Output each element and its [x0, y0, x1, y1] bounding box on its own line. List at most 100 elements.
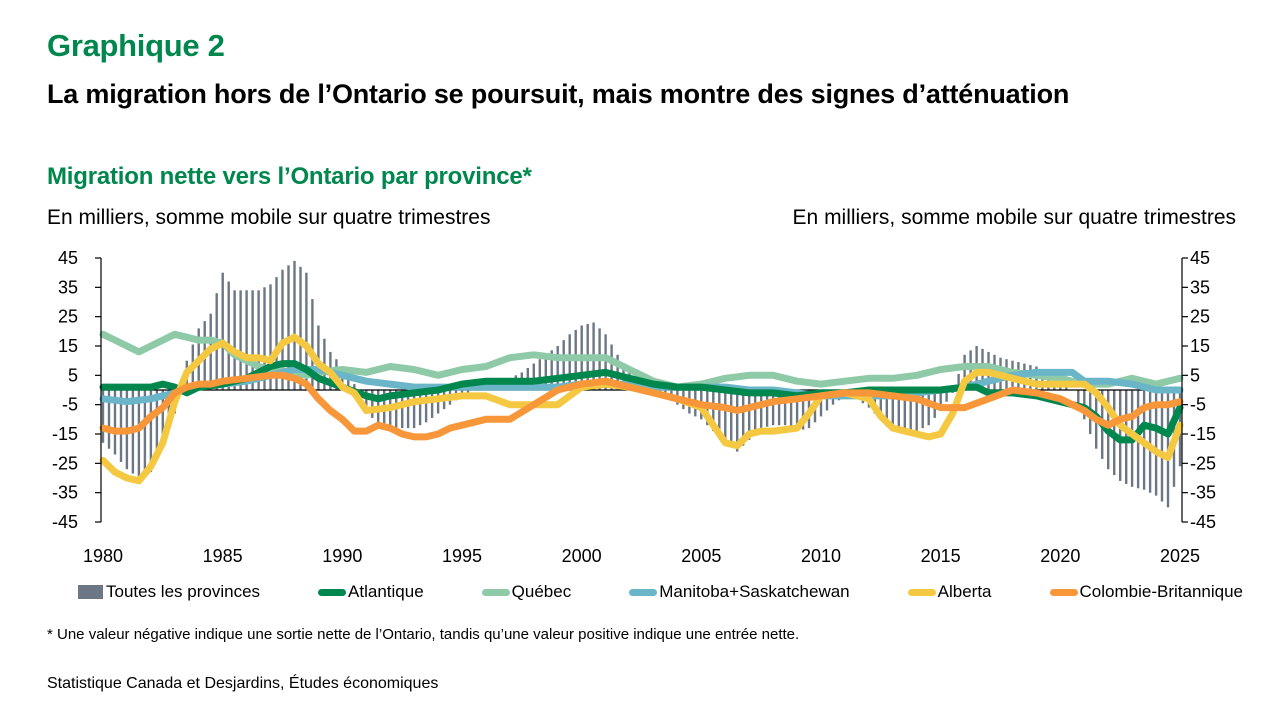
bar-toutes-les-provinces — [287, 265, 290, 390]
right-y-tick-label: 35 — [1190, 277, 1210, 297]
legend-swatch-bar — [78, 585, 103, 599]
bar-toutes-les-provinces — [556, 346, 559, 390]
bar-toutes-les-provinces — [1041, 369, 1044, 390]
bar-toutes-les-provinces — [765, 390, 769, 427]
chart-subtitle: Migration nette vers l’Ontario par provi… — [47, 163, 532, 190]
bar-toutes-les-provinces — [724, 390, 727, 443]
bar-toutes-les-provinces — [239, 290, 242, 390]
bar-toutes-les-provinces — [819, 390, 823, 417]
left-y-tick-label: 25 — [58, 307, 78, 327]
bar-toutes-les-provinces — [466, 390, 470, 393]
bar-toutes-les-provinces — [281, 269, 284, 390]
bar-toutes-les-provinces — [742, 390, 745, 446]
bar-toutes-les-provinces — [718, 390, 721, 437]
x-tick-label: 2015 — [921, 546, 961, 566]
bar-toutes-les-provinces — [945, 390, 948, 402]
legend-label: Atlantique — [348, 582, 424, 601]
bar-toutes-les-provinces — [365, 390, 368, 411]
bar-toutes-les-provinces — [149, 390, 153, 473]
legend-swatch-line — [629, 588, 658, 596]
bar-toutes-les-provinces — [754, 390, 757, 434]
bar-toutes-les-provinces — [311, 299, 314, 390]
bar-toutes-les-provinces — [263, 287, 266, 390]
bar-toutes-les-provinces — [963, 354, 966, 390]
bar-toutes-les-provinces — [251, 290, 254, 390]
left-y-tick-label: -5 — [62, 395, 78, 415]
bar-toutes-les-provinces — [550, 350, 553, 390]
footnote: * Une valeur négative indique une sortie… — [47, 626, 800, 643]
right-y-tick-label: 5 — [1190, 365, 1200, 385]
bar-toutes-les-provinces — [909, 390, 912, 430]
legend: Toutes les provinces Atlantique Québec M… — [78, 582, 1243, 602]
series-lines — [99, 330, 1184, 485]
bar-toutes-les-provinces — [269, 284, 272, 390]
bar-toutes-les-provinces — [712, 390, 715, 432]
bar-toutes-les-provinces — [897, 390, 900, 427]
left-y-tick-label: 45 — [58, 248, 78, 268]
chart-number: Graphique 2 — [47, 28, 225, 63]
chart-title: La migration hors de l’Ontario se poursu… — [47, 79, 1070, 109]
left-y-tick-label: -25 — [52, 453, 78, 473]
bar-toutes-les-provinces — [137, 390, 141, 478]
right-axis-unit-label: En milliers, somme mobile sur quatre tri… — [792, 206, 1236, 229]
bar-toutes-les-provinces — [1160, 390, 1164, 502]
bar-toutes-les-provinces — [903, 390, 906, 429]
bar-toutes-les-provinces — [395, 390, 398, 430]
bar-toutes-les-provinces — [825, 390, 829, 411]
legend-label: Toutes les provinces — [106, 582, 261, 601]
bar-toutes-les-provinces — [412, 390, 416, 429]
bar-toutes-les-provinces — [406, 390, 410, 429]
bar-toutes-les-provinces — [161, 390, 164, 446]
x-tick-label: 1980 — [83, 546, 123, 566]
legend-swatch-line — [318, 588, 347, 596]
right-y-tick-label: -5 — [1190, 395, 1206, 415]
legend-swatch-line — [481, 588, 510, 596]
x-tick-label: 2000 — [562, 546, 602, 566]
left-y-tick-label: -45 — [52, 512, 78, 532]
bar-toutes-les-provinces — [891, 390, 894, 426]
bar-toutes-les-provinces — [155, 390, 159, 459]
bar-toutes-les-provinces — [736, 390, 739, 452]
line-colombie-britannique — [99, 371, 1184, 441]
legend-label: Québec — [511, 582, 572, 601]
bar-toutes-les-provinces — [801, 390, 805, 430]
right-y-tick-label: -25 — [1190, 453, 1216, 473]
bar-toutes-les-provinces — [1154, 390, 1158, 496]
bar-toutes-les-provinces — [969, 350, 972, 390]
right-y-tick-label: -45 — [1190, 512, 1216, 532]
bar-toutes-les-provinces — [957, 373, 960, 390]
bar-toutes-les-provinces — [885, 390, 888, 423]
legend-item-manitoba-saskatchewan: Manitoba+Saskatchewan — [629, 582, 850, 602]
x-tick-label: 1990 — [322, 546, 362, 566]
bar-toutes-les-provinces — [921, 390, 924, 429]
legend-label: Colombie-Britannique — [1079, 582, 1243, 601]
bar-toutes-les-provinces — [568, 334, 571, 390]
legend-item-quebec: Québec — [481, 582, 572, 602]
bar-toutes-les-provinces — [658, 390, 661, 392]
legend-label: Manitoba+Saskatchewan — [659, 582, 850, 601]
bar-toutes-les-provinces — [119, 390, 123, 462]
right-y-tick-label: 15 — [1190, 336, 1210, 356]
left-y-tick-label: 35 — [58, 277, 78, 297]
bar-toutes-les-provinces — [789, 390, 793, 429]
bar-toutes-les-provinces — [538, 359, 541, 390]
bar-toutes-les-provinces — [227, 281, 230, 390]
bar-toutes-les-provinces — [915, 390, 918, 432]
bar-toutes-les-provinces — [430, 390, 434, 418]
bar-toutes-les-provinces — [424, 390, 428, 423]
axes: 45 45 35 35 25 25 15 15 5 5 -5 -5 -15 -15 -25 -25 -35 -35… — [52, 248, 1216, 566]
left-y-tick-label: 15 — [58, 336, 78, 356]
bar-toutes-les-provinces — [418, 390, 422, 426]
bar-toutes-les-provinces — [221, 272, 224, 390]
bar-toutes-les-provinces — [371, 390, 374, 418]
left-y-tick-label: 5 — [68, 365, 78, 385]
bar-toutes-les-provinces — [347, 375, 350, 390]
x-tick-label: 2025 — [1160, 546, 1200, 566]
line-alberta — [99, 333, 1184, 485]
bar-toutes-les-provinces — [771, 390, 775, 426]
left-y-tick-label: -35 — [52, 483, 78, 503]
bar-toutes-les-provinces — [293, 260, 296, 390]
bar-toutes-les-provinces — [299, 266, 302, 390]
bar-toutes-les-provinces — [532, 363, 535, 390]
legend-item-colombie-britannique: Colombie-Britannique — [1049, 582, 1243, 602]
